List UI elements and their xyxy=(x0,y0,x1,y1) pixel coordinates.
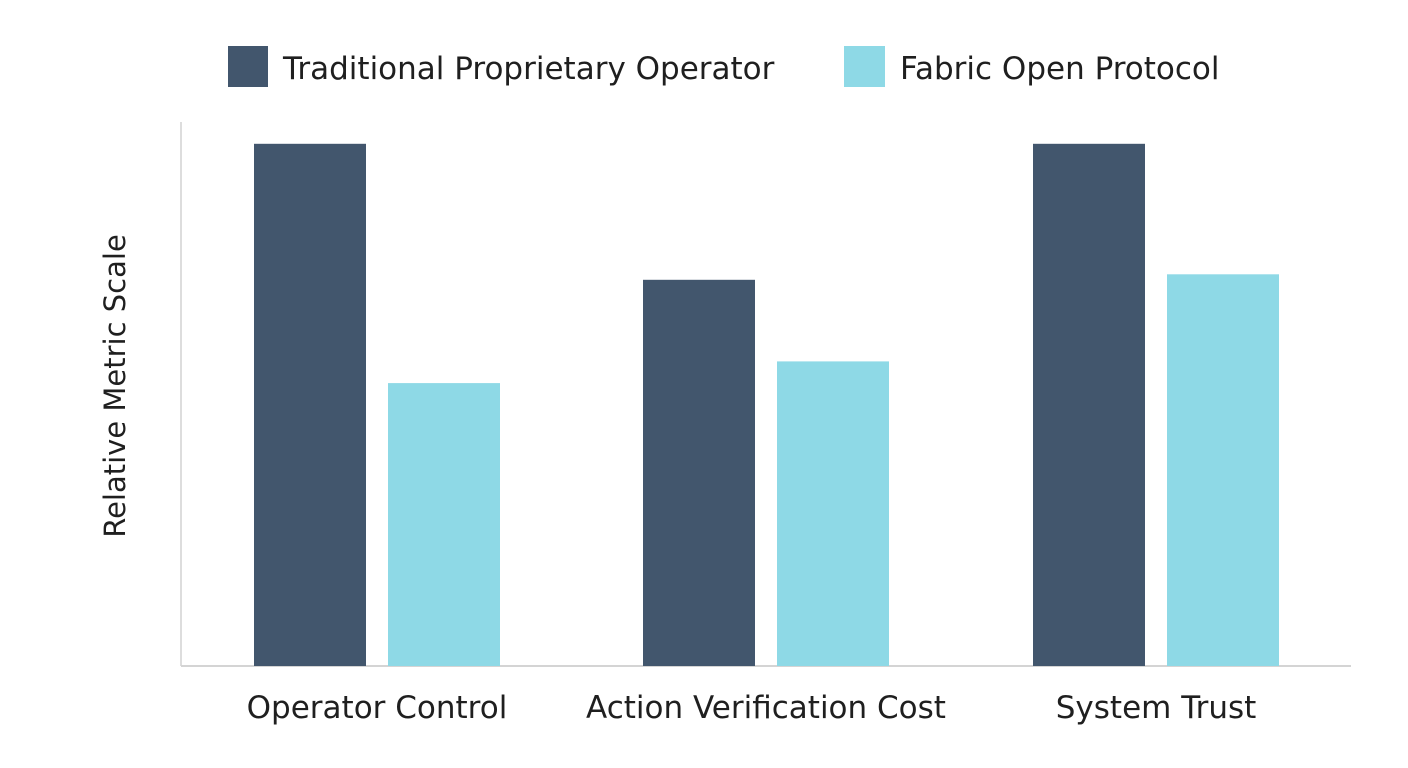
x-tick-labels: Operator Control Action Verification Cos… xyxy=(247,690,1257,726)
y-axis-title: Relative Metric Scale xyxy=(98,234,132,538)
legend-label-fabric: Fabric Open Protocol xyxy=(900,51,1220,87)
legend-swatch-traditional xyxy=(228,46,268,87)
bar-system-trust-traditional xyxy=(1033,143,1145,667)
bar-operator-control-traditional xyxy=(254,143,366,667)
bar-system-trust-fabric xyxy=(1167,274,1279,666)
x-tick-label-system-trust: System Trust xyxy=(1056,690,1257,726)
legend-swatch-fabric xyxy=(844,46,885,87)
bar-action-verification-cost-traditional xyxy=(643,279,755,666)
bars-group xyxy=(254,143,1279,667)
legend-label-traditional: Traditional Proprietary Operator xyxy=(282,51,775,87)
x-tick-label-action-verification-cost: Action Verification Cost xyxy=(586,690,946,726)
bar-action-verification-cost-fabric xyxy=(777,361,889,666)
bar-operator-control-fabric xyxy=(388,383,500,666)
legend: Traditional Proprietary Operator Fabric … xyxy=(228,46,1220,87)
x-tick-label-operator-control: Operator Control xyxy=(247,690,508,726)
